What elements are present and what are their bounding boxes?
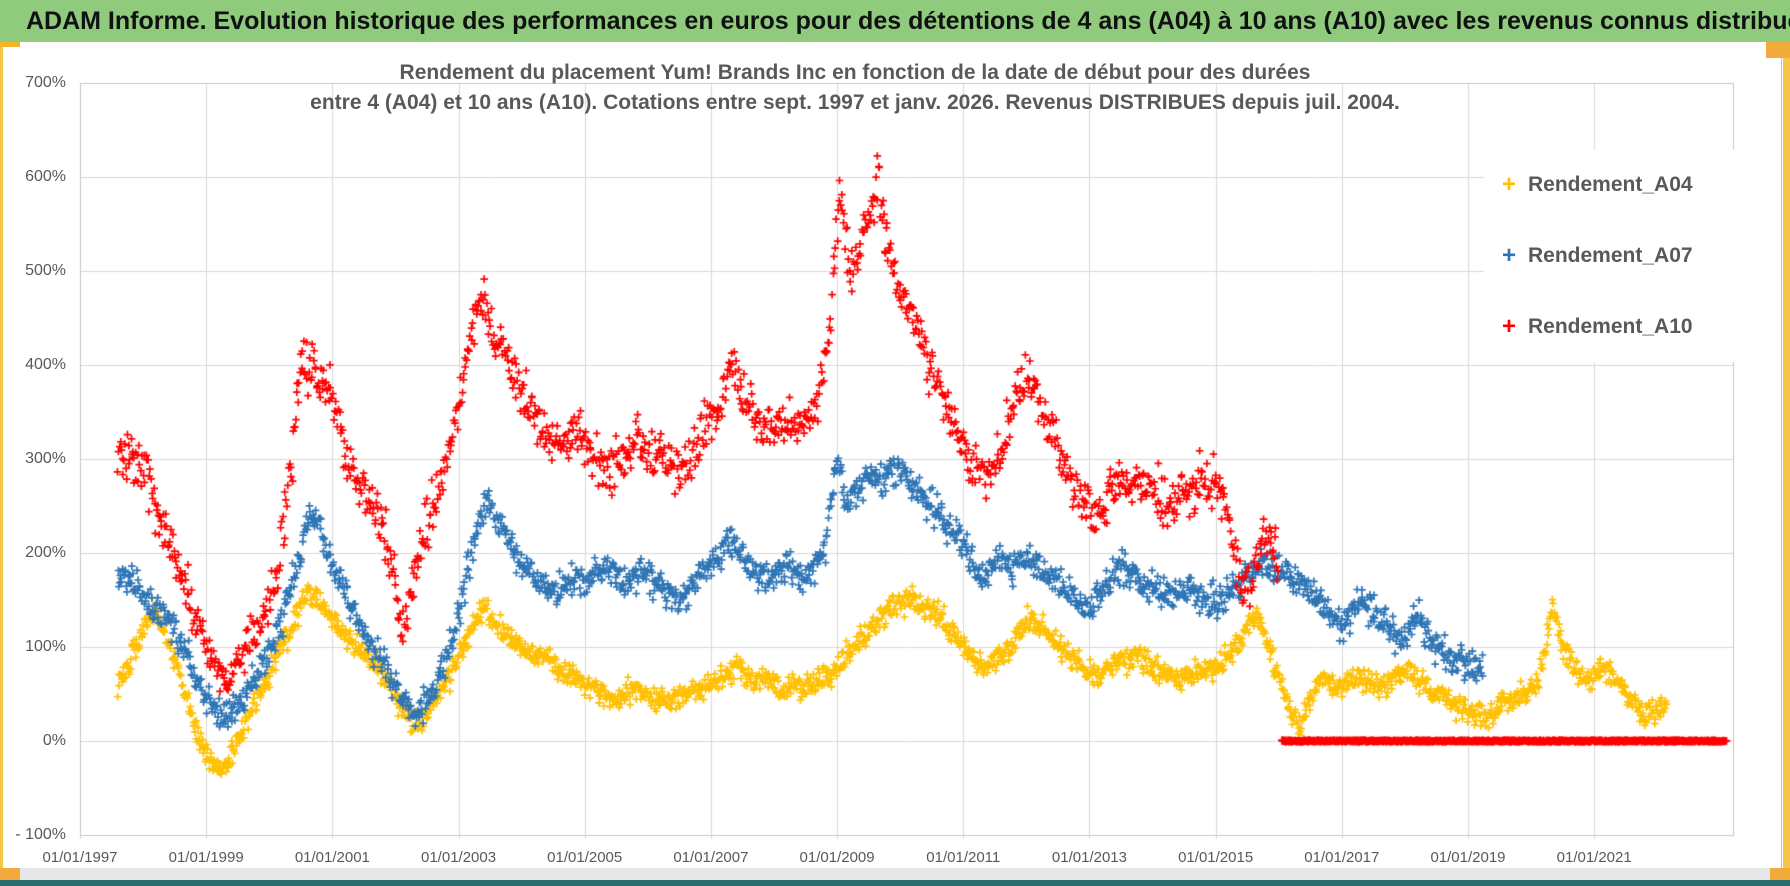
plus-marker-icon: + <box>1501 171 1516 199</box>
x-axis-tick: 01/01/2017 <box>1304 849 1380 866</box>
x-axis-tick: 01/01/2019 <box>1430 849 1506 866</box>
chart-title: Rendement du placement Yum! Brands Inc e… <box>200 58 1510 118</box>
chart-legend: + Rendement_A04 + Rendement_A07 + Rendement_A… <box>1484 150 1734 362</box>
y-axis-tick: 400% <box>25 356 66 373</box>
left-edge-accent <box>0 47 3 868</box>
y-axis-tick: 200% <box>25 544 66 561</box>
bottom-bar <box>0 880 1790 886</box>
y-axis-tick: 100% <box>25 638 66 655</box>
x-axis-tick: 01/01/2001 <box>294 849 370 866</box>
y-axis-tick: 0% <box>42 732 66 749</box>
bottom-strip <box>0 868 1790 880</box>
legend-label: Rendement_A04 <box>1528 173 1693 197</box>
y-axis-tick: 300% <box>25 450 66 467</box>
bottom-left-accent <box>0 868 20 880</box>
plus-marker-icon: + <box>1501 241 1516 269</box>
app-header-bar: ADAM Informe. Evolution historique des p… <box>0 0 1790 42</box>
plus-marker-icon: + <box>1501 312 1516 340</box>
x-axis-tick: 01/01/2015 <box>1178 849 1254 866</box>
x-axis-tick: 01/01/2011 <box>926 849 1001 866</box>
right-edge-accent <box>1783 46 1790 880</box>
legend-item-rendement_a10[interactable]: + Rendement_A10 <box>1484 312 1734 340</box>
app-header-title: ADAM Informe. Evolution historique des p… <box>26 7 1790 35</box>
y-axis-tick: 700% <box>25 74 66 91</box>
bottom-right-accent <box>1770 868 1790 880</box>
x-axis-tick: 01/01/1999 <box>168 849 244 866</box>
x-axis-tick: 01/01/2007 <box>673 849 749 866</box>
legend-item-rendement_a04[interactable]: + Rendement_A04 <box>1484 173 1734 197</box>
chart-title-line2: entre 4 (A04) et 10 ans (A10). Cotations… <box>310 91 1400 114</box>
x-axis-tick: 01/01/2003 <box>421 849 497 866</box>
y-axis-tick: - 100% <box>15 826 66 843</box>
legend-label: Rendement_A07 <box>1528 243 1693 267</box>
x-axis-tick: 01/01/2005 <box>547 849 623 866</box>
top-right-accent <box>1766 42 1790 58</box>
top-left-accent <box>0 42 20 47</box>
x-axis-tick: 01/01/2021 <box>1556 849 1632 866</box>
x-axis-tick: 01/01/2009 <box>799 849 875 866</box>
y-axis-tick: 500% <box>25 262 66 279</box>
right-edge-line <box>1781 58 1782 868</box>
chart-title-line1: Rendement du placement Yum! Brands Inc e… <box>399 61 1311 84</box>
x-axis-tick: 01/01/2013 <box>1051 849 1127 866</box>
x-axis-tick: 01/01/1997 <box>42 849 118 866</box>
legend-item-rendement_a07[interactable]: + Rendement_A07 <box>1484 241 1734 269</box>
y-axis-tick: 600% <box>25 168 66 185</box>
legend-label: Rendement_A10 <box>1528 314 1693 338</box>
